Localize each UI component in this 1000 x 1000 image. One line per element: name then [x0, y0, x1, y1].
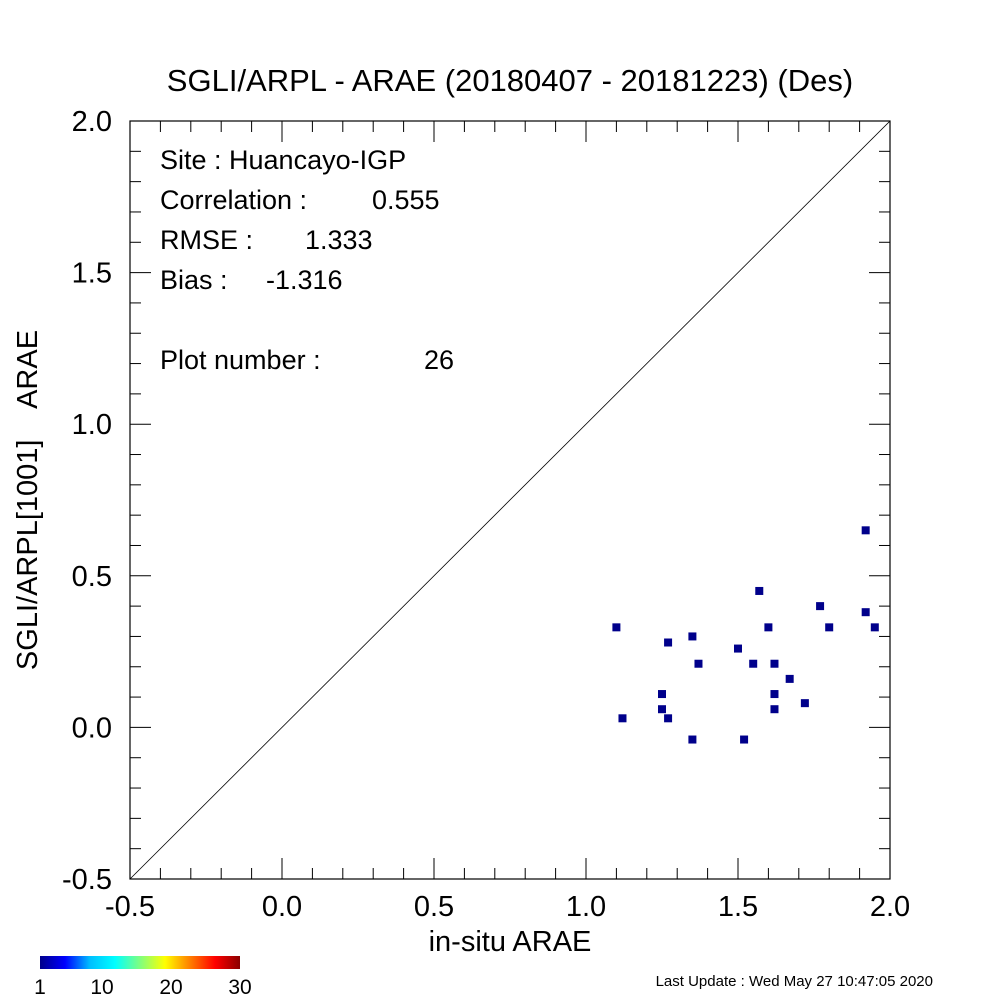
data-point [664, 638, 673, 647]
chart-title: SGLI/ARPL - ARAE (20180407 - 20181223) (… [167, 63, 853, 98]
data-point [749, 659, 758, 668]
colorbar-label: 10 [90, 976, 113, 999]
y-tick-label: 0.0 [72, 712, 112, 744]
data-point [755, 586, 764, 595]
statistics-block: Site : Huancayo-IGP Correlation : 0.555 … [160, 145, 454, 375]
colorbar: 1 10 20 30 [34, 956, 252, 999]
x-tick-label: 1.5 [718, 891, 758, 923]
data-point [688, 735, 697, 744]
data-point [688, 632, 697, 641]
colorbar-label: 1 [34, 976, 46, 999]
data-point [764, 623, 773, 632]
data-points [612, 526, 879, 744]
bias-value: -1.316 [266, 265, 343, 295]
data-point [770, 659, 779, 668]
y-tick-label: 2.0 [72, 106, 112, 138]
correlation-label: Correlation : [160, 185, 307, 215]
x-tick-label: 1.0 [566, 891, 606, 923]
colorbar-gradient [40, 956, 240, 969]
x-tick-labels: -0.5 0.0 0.5 1.0 1.5 2.0 [105, 891, 910, 923]
data-point [825, 623, 834, 632]
data-point [694, 659, 703, 668]
data-point [870, 623, 879, 632]
data-point [770, 690, 779, 699]
data-point [861, 526, 870, 535]
data-point [770, 705, 779, 714]
data-point [861, 608, 870, 617]
data-point [664, 714, 673, 723]
bias-label: Bias : [160, 265, 228, 295]
x-axis-label: in-situ ARAE [429, 926, 592, 958]
x-tick-label: 0.0 [262, 891, 302, 923]
rmse-label: RMSE : [160, 225, 253, 255]
data-point [740, 735, 749, 744]
data-point [816, 602, 825, 611]
data-point [785, 674, 794, 683]
colorbar-label: 20 [159, 976, 182, 999]
y-tick-label: 0.5 [72, 561, 112, 593]
y-tick-label: 1.0 [72, 409, 112, 441]
data-point [658, 705, 666, 714]
colorbar-label: 30 [228, 976, 251, 999]
plot-number-label: Plot number : [160, 345, 321, 375]
y-tick-label: -0.5 [62, 864, 112, 896]
plot-number-value: 26 [424, 345, 454, 375]
data-point [612, 623, 621, 632]
y-tick-labels: -0.5 0.0 0.5 1.0 1.5 2.0 [62, 106, 112, 896]
rmse-value: 1.333 [305, 225, 373, 255]
x-tick-label: -0.5 [105, 891, 155, 923]
correlation-value: 0.555 [372, 185, 440, 215]
axis-ticks [129, 120, 891, 880]
site-label: Site : Huancayo-IGP [160, 145, 406, 175]
last-update-text: Last Update : Wed May 27 10:47:05 2020 [656, 973, 933, 990]
data-point [734, 644, 742, 653]
plot-area-frame [129, 120, 891, 880]
one-to-one-line [129, 120, 891, 880]
x-tick-label: 2.0 [870, 891, 910, 923]
data-point [658, 690, 666, 699]
data-point [618, 714, 627, 723]
y-tick-label: 1.5 [72, 258, 112, 290]
x-tick-label: 0.5 [414, 891, 454, 923]
y-axis-label: SGLI/ARPL[1001] ARAE [12, 330, 44, 670]
colorbar-labels: 1 10 20 30 [34, 976, 252, 999]
data-point [800, 699, 809, 708]
